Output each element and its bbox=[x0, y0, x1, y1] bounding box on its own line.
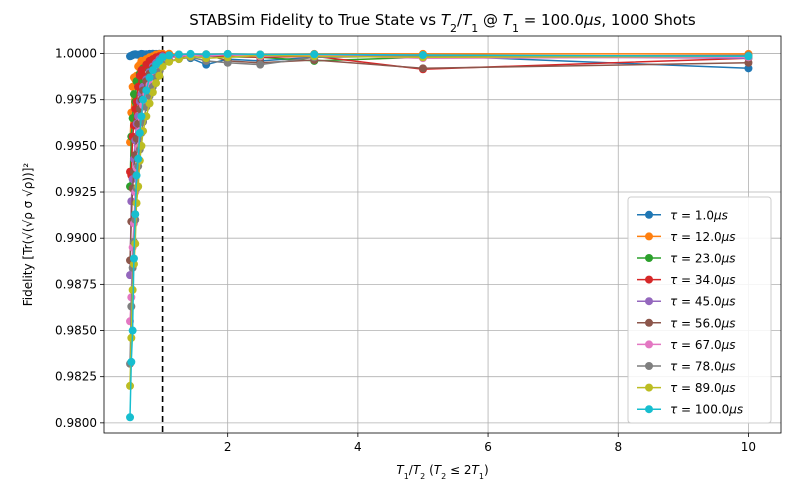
legend-swatch-marker bbox=[645, 210, 653, 219]
series-line bbox=[129, 54, 749, 187]
y-axis-label: Fidelity [Tr(√(√ρ σ √ρ))]² bbox=[21, 163, 35, 307]
legend-swatch-marker bbox=[645, 297, 653, 306]
data-point bbox=[148, 88, 157, 97]
legend-swatch-marker bbox=[645, 405, 653, 414]
x-axis-label: T1/T2 (T2 ≤ 2T1) bbox=[396, 463, 488, 481]
legend-label: τ = 23.0μs bbox=[670, 252, 736, 266]
legend-label: τ = 78.0μs bbox=[670, 360, 736, 374]
chart-title: STABSim Fidelity to True State vs T2/T1 … bbox=[189, 11, 696, 35]
data-point bbox=[165, 51, 174, 60]
legend-item: τ = 34.0μs bbox=[637, 273, 736, 287]
legend-box bbox=[627, 196, 772, 424]
legend-item: τ = 56.0μs bbox=[637, 316, 736, 330]
data-point bbox=[174, 50, 183, 59]
data-point bbox=[158, 53, 167, 62]
data-point bbox=[145, 73, 154, 82]
data-point bbox=[132, 171, 141, 180]
y-tick-label: 1.0000 bbox=[55, 47, 97, 61]
data-point bbox=[744, 64, 753, 73]
y-tick-label: 0.9850 bbox=[55, 324, 97, 338]
y-tick-label: 0.9875 bbox=[55, 277, 97, 291]
data-point bbox=[256, 50, 265, 59]
legend-label: τ = 34.0μs bbox=[670, 273, 736, 287]
legend-item: τ = 23.0μs bbox=[637, 252, 736, 266]
x-axis-ticks: 2 4 6 8 10 bbox=[224, 433, 756, 454]
data-point bbox=[129, 254, 138, 263]
legend-swatch-marker bbox=[645, 383, 653, 392]
data-point bbox=[152, 79, 161, 88]
data-point bbox=[128, 82, 137, 91]
legend-swatch-marker bbox=[645, 362, 653, 370]
legend-item: τ = 1.0μs bbox=[637, 208, 728, 222]
legend-item: τ = 45.0μs bbox=[637, 295, 736, 309]
legend-label: τ = 1.0μs bbox=[670, 208, 728, 222]
legend-label: τ = 100.0μs bbox=[670, 403, 743, 417]
data-point bbox=[155, 71, 164, 80]
data-point bbox=[744, 52, 753, 61]
x-tick-label: 10 bbox=[741, 440, 756, 454]
data-point bbox=[132, 199, 141, 208]
data-point bbox=[256, 60, 265, 69]
legend-label: τ = 12.0μs bbox=[670, 230, 736, 244]
data-point bbox=[131, 210, 140, 219]
legend-item: τ = 89.0μs bbox=[637, 381, 736, 395]
legend-swatch-marker bbox=[645, 275, 653, 284]
x-tick-label: 2 bbox=[224, 440, 232, 454]
data-point bbox=[186, 49, 195, 58]
y-tick-label: 0.9975 bbox=[55, 93, 97, 107]
data-point bbox=[134, 154, 143, 163]
data-point bbox=[165, 57, 174, 66]
legend-label: τ = 67.0μs bbox=[670, 338, 736, 352]
data-point bbox=[137, 112, 146, 121]
data-point bbox=[202, 50, 211, 59]
legend-item: τ = 78.0μs bbox=[637, 360, 736, 374]
data-point bbox=[310, 50, 319, 59]
data-point bbox=[135, 128, 144, 137]
legend-swatch-marker bbox=[645, 340, 653, 349]
y-tick-label: 0.9950 bbox=[55, 139, 97, 153]
legend-label: τ = 56.0μs bbox=[670, 316, 736, 330]
legend: τ = 1.0μs τ = 12.0μs τ = 23.0μs τ = 34.0μs τ… bbox=[627, 196, 772, 424]
data-point bbox=[142, 86, 151, 95]
data-point bbox=[418, 64, 427, 73]
data-point bbox=[131, 239, 140, 248]
data-point bbox=[126, 413, 135, 422]
series-layer bbox=[126, 49, 753, 422]
data-point bbox=[744, 58, 753, 67]
data-point bbox=[127, 357, 136, 366]
x-tick-label: 4 bbox=[354, 440, 362, 454]
data-point bbox=[129, 90, 138, 99]
data-point bbox=[128, 326, 137, 335]
legend-item: τ = 67.0μs bbox=[637, 338, 736, 352]
legend-item: τ = 12.0μs bbox=[637, 230, 736, 244]
y-tick-label: 0.9900 bbox=[55, 231, 97, 245]
y-axis-ticks: 0.9800 0.9825 0.9850 0.9875 0.9900 0.9925 0.99… bbox=[55, 47, 104, 430]
y-tick-label: 0.9825 bbox=[55, 370, 97, 384]
data-point bbox=[145, 99, 154, 108]
legend-swatch-marker bbox=[645, 232, 653, 241]
series-3 bbox=[126, 51, 753, 180]
series-line bbox=[129, 54, 749, 176]
data-point bbox=[127, 333, 136, 342]
series-line bbox=[129, 52, 749, 143]
legend-swatch-marker bbox=[645, 318, 653, 327]
y-tick-label: 0.9800 bbox=[55, 416, 97, 430]
legend-label: τ = 89.0μs bbox=[670, 381, 736, 395]
plot-frame bbox=[103, 35, 782, 434]
data-point bbox=[139, 95, 148, 104]
legend-item: τ = 100.0μs bbox=[637, 403, 743, 417]
x-tick-label: 8 bbox=[614, 440, 622, 454]
data-point bbox=[223, 58, 232, 67]
y-tick-label: 0.9925 bbox=[55, 185, 97, 199]
series-9 bbox=[126, 49, 753, 422]
legend-swatch-marker bbox=[645, 254, 653, 262]
legend-label: τ = 45.0μs bbox=[670, 295, 736, 309]
data-point bbox=[418, 51, 427, 60]
x-tick-label: 6 bbox=[484, 440, 492, 454]
data-point bbox=[223, 49, 232, 58]
series-2 bbox=[126, 51, 753, 191]
